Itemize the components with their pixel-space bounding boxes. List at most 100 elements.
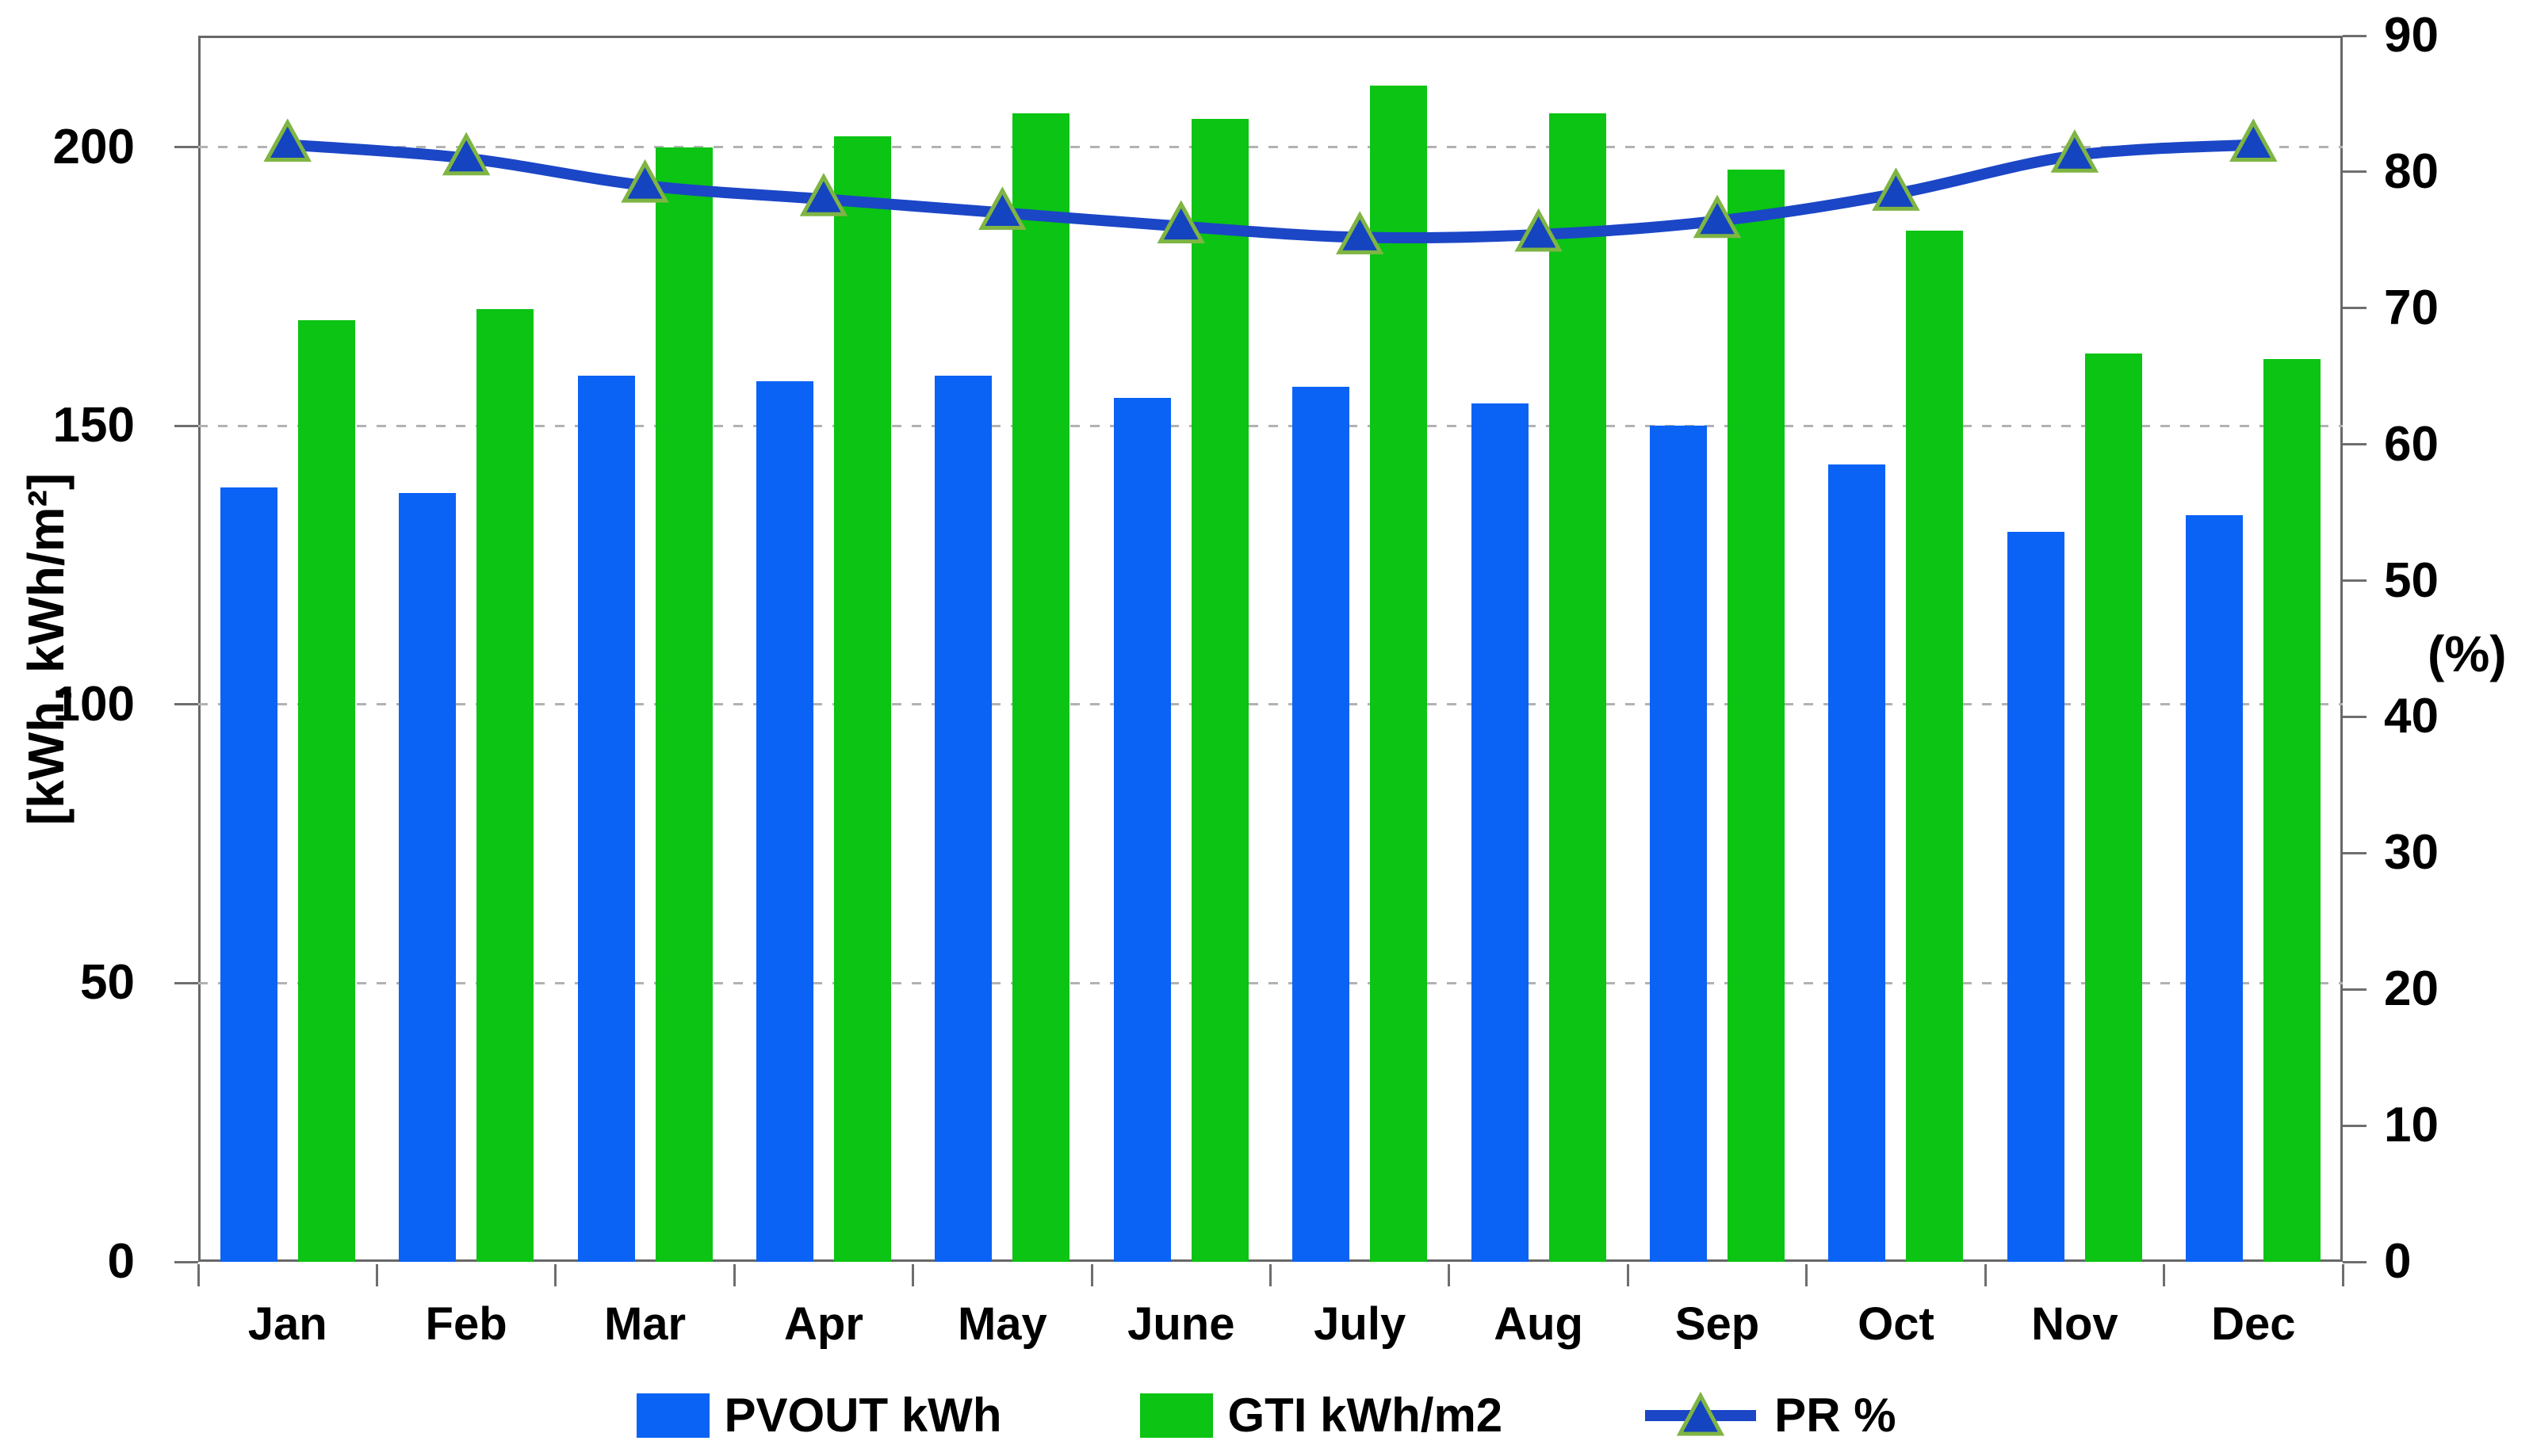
- bottom-tick-0: [197, 1264, 200, 1286]
- plot-area: [198, 36, 2343, 1262]
- bottom-tick-6: [1269, 1264, 1272, 1286]
- left-tick-200: [174, 146, 198, 149]
- right-tick-80: [2343, 170, 2367, 174]
- bar-gti-Feb: [476, 308, 534, 1262]
- left-tick-label-200: 200: [52, 119, 135, 174]
- bar-pvout-Mar: [577, 375, 635, 1262]
- bar-pvout-Nov: [2007, 531, 2064, 1262]
- month-label-Feb: Feb: [425, 1298, 507, 1350]
- right-tick-label-40: 40: [2384, 689, 2439, 744]
- right-tick-30: [2343, 851, 2367, 854]
- bar-pvout-June: [1113, 398, 1171, 1262]
- legend-label-pvout: PVOUT kWh: [724, 1388, 1002, 1442]
- legend-label-pr: PR %: [1774, 1388, 1896, 1442]
- month-label-Apr: Apr: [784, 1298, 863, 1350]
- bottom-tick-4: [912, 1264, 915, 1286]
- month-label-Dec: Dec: [2211, 1298, 2296, 1350]
- gridline-100: [198, 703, 2343, 706]
- bar-gti-July: [1370, 86, 1428, 1262]
- right-tick-label-80: 80: [2384, 143, 2439, 199]
- bar-pvout-Oct: [1828, 464, 1886, 1262]
- month-label-July: July: [1314, 1298, 1406, 1350]
- month-label-Nov: Nov: [2031, 1298, 2118, 1350]
- legend-item-pr: PR %: [1641, 1388, 1896, 1443]
- right-tick-50: [2343, 579, 2367, 583]
- gridline-50: [198, 981, 2343, 984]
- bar-pvout-Feb: [399, 492, 457, 1262]
- left-tick-150: [174, 424, 198, 427]
- right-axis-title: (%): [2428, 625, 2507, 682]
- right-tick-label-30: 30: [2384, 825, 2439, 881]
- bottom-tick-3: [733, 1264, 736, 1286]
- bar-gti-June: [1191, 119, 1249, 1262]
- bottom-tick-2: [554, 1264, 557, 1286]
- right-tick-20: [2343, 988, 2367, 991]
- legend-item-gti: GTI kWh/m2: [1140, 1388, 1503, 1442]
- right-tick-label-70: 70: [2384, 280, 2439, 335]
- pr-marker-Apr: [799, 173, 848, 216]
- right-tick-60: [2343, 443, 2367, 446]
- month-label-Aug: Aug: [1494, 1298, 1583, 1350]
- bottom-tick-11: [2163, 1264, 2166, 1286]
- right-tick-label-0: 0: [2384, 1234, 2412, 1289]
- bar-gti-Nov: [2084, 353, 2142, 1262]
- bottom-tick-12: [2341, 1264, 2344, 1286]
- pvout-swatch-icon: [637, 1393, 710, 1438]
- bar-pvout-Dec: [2186, 514, 2244, 1262]
- right-tick-label-10: 10: [2384, 1098, 2439, 1153]
- bar-gti-Oct: [1906, 231, 1964, 1262]
- right-tick-70: [2343, 307, 2367, 310]
- pr-line: [281, 139, 2259, 244]
- right-tick-label-90: 90: [2384, 8, 2439, 63]
- gti-swatch-icon: [1140, 1393, 1214, 1438]
- pr-line-icon: [1645, 1391, 1757, 1435]
- right-tick-label-20: 20: [2384, 961, 2439, 1017]
- bar-gti-Jan: [297, 319, 355, 1262]
- pr-marker-Nov: [2050, 129, 2099, 173]
- left-tick-50: [174, 981, 198, 984]
- month-label-Jan: Jan: [247, 1298, 327, 1350]
- right-tick-40: [2343, 715, 2367, 718]
- left-tick-label-100: 100: [52, 676, 135, 732]
- gridline-150: [198, 424, 2343, 427]
- bar-pvout-Apr: [756, 380, 813, 1262]
- pr-marker-Sep: [1693, 194, 1742, 239]
- right-tick-90: [2343, 34, 2367, 37]
- right-tick-label-50: 50: [2384, 552, 2439, 608]
- month-label-June: June: [1127, 1298, 1235, 1350]
- month-label-May: May: [957, 1298, 1047, 1350]
- bar-gti-Aug: [1548, 113, 1606, 1262]
- bar-pvout-Jan: [220, 487, 277, 1262]
- bar-pvout-Sep: [1650, 426, 1708, 1262]
- left-axis-title: [kWh, kWh/m²]: [17, 472, 75, 825]
- pr-marker-Jan: [263, 118, 312, 162]
- bottom-tick-1: [375, 1264, 378, 1286]
- bar-gti-Dec: [2263, 358, 2321, 1262]
- left-tick-100: [174, 703, 198, 706]
- pr-marker-Mar: [621, 159, 669, 203]
- pr-marker-July: [1335, 211, 1384, 254]
- pr-marker-Oct: [1872, 167, 1920, 211]
- left-tick-label-0: 0: [107, 1234, 135, 1289]
- right-tick-0: [2343, 1260, 2367, 1263]
- legend-item-pvout: PVOUT kWh: [637, 1388, 1002, 1442]
- month-label-Sep: Sep: [1674, 1298, 1760, 1350]
- bottom-tick-9: [1805, 1264, 1808, 1286]
- left-tick-0: [174, 1260, 198, 1263]
- bottom-tick-7: [1448, 1264, 1451, 1286]
- chart-legend: PVOUT kWh GTI kWh/m2 PR %: [0, 1378, 2533, 1453]
- bottom-tick-8: [1626, 1264, 1629, 1286]
- left-tick-label-50: 50: [80, 955, 135, 1011]
- pr-marker-Dec: [2229, 118, 2278, 162]
- pr-marker-June: [1157, 200, 1206, 244]
- bar-gti-Sep: [1728, 169, 1785, 1262]
- month-label-Oct: Oct: [1858, 1298, 1934, 1350]
- right-tick-10: [2343, 1124, 2367, 1127]
- bottom-tick-10: [1984, 1264, 1987, 1286]
- bar-pvout-May: [935, 375, 993, 1262]
- pr-marker-Aug: [1514, 208, 1563, 252]
- bar-gti-May: [1012, 113, 1070, 1262]
- bar-pvout-Aug: [1471, 403, 1529, 1262]
- legend-label-gti: GTI kWh/m2: [1227, 1388, 1503, 1442]
